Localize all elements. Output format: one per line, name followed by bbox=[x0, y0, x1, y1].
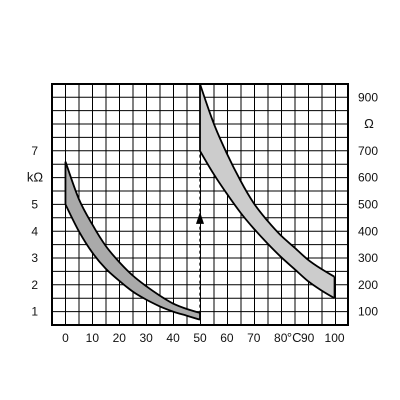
left-tick-labels: 1 2 3 4 5 7 bbox=[31, 144, 38, 319]
x-tick-label: 60 bbox=[220, 331, 234, 345]
band-fill-1 bbox=[65, 161, 200, 320]
x-tick-label: 20 bbox=[113, 331, 127, 345]
band-upper-curve-1 bbox=[64, 161, 201, 314]
right-tick-label: 900 bbox=[358, 90, 378, 104]
x-tick-labels: 0 10 20 30 40 50 60 70 80 90 100 bbox=[62, 331, 345, 345]
x-tick-label: 70 bbox=[247, 331, 261, 345]
x-tick-label: 40 bbox=[166, 331, 180, 345]
band-fill-2 bbox=[200, 84, 335, 299]
right-unit-label: Ω bbox=[364, 116, 374, 131]
right-tick-label: 600 bbox=[358, 171, 378, 185]
band-upper-curve-2 bbox=[199, 83, 335, 278]
left-tick-label: 2 bbox=[31, 278, 38, 292]
left-tick-label: 4 bbox=[31, 224, 38, 238]
left-tick-label: 1 bbox=[31, 305, 38, 319]
left-tick-label: 5 bbox=[31, 198, 38, 212]
right-tick-label: 400 bbox=[358, 224, 378, 238]
x-tick-label: 30 bbox=[140, 331, 154, 345]
left-unit-label: kΩ bbox=[27, 170, 44, 185]
x-tick-label: 50 bbox=[193, 331, 207, 345]
right-tick-label: 200 bbox=[358, 278, 378, 292]
x-tick-label: 90 bbox=[301, 331, 315, 345]
right-tick-label: 300 bbox=[358, 251, 378, 265]
right-tick-labels: 100 200 300 400 500 600 700 900 bbox=[358, 90, 378, 318]
series-layer bbox=[64, 83, 336, 321]
band-lower-curve-2 bbox=[199, 150, 335, 299]
annotation-layer bbox=[196, 150, 204, 320]
right-tick-label: 500 bbox=[358, 198, 378, 212]
plot-frame bbox=[51, 83, 349, 326]
x-tick-label: 100 bbox=[325, 331, 345, 345]
x-tick-label: 80 bbox=[274, 331, 288, 345]
arrow-up-icon bbox=[196, 211, 204, 224]
band-lower-curve-1 bbox=[64, 204, 201, 321]
left-tick-label: 7 bbox=[31, 144, 38, 158]
right-tick-label: 700 bbox=[358, 144, 378, 158]
x-tick-label: 10 bbox=[86, 331, 100, 345]
x-tick-label: 0 bbox=[62, 331, 69, 345]
right-tick-label: 100 bbox=[358, 305, 378, 319]
x-unit-label: °C bbox=[287, 330, 302, 345]
left-tick-label: 3 bbox=[31, 251, 38, 265]
